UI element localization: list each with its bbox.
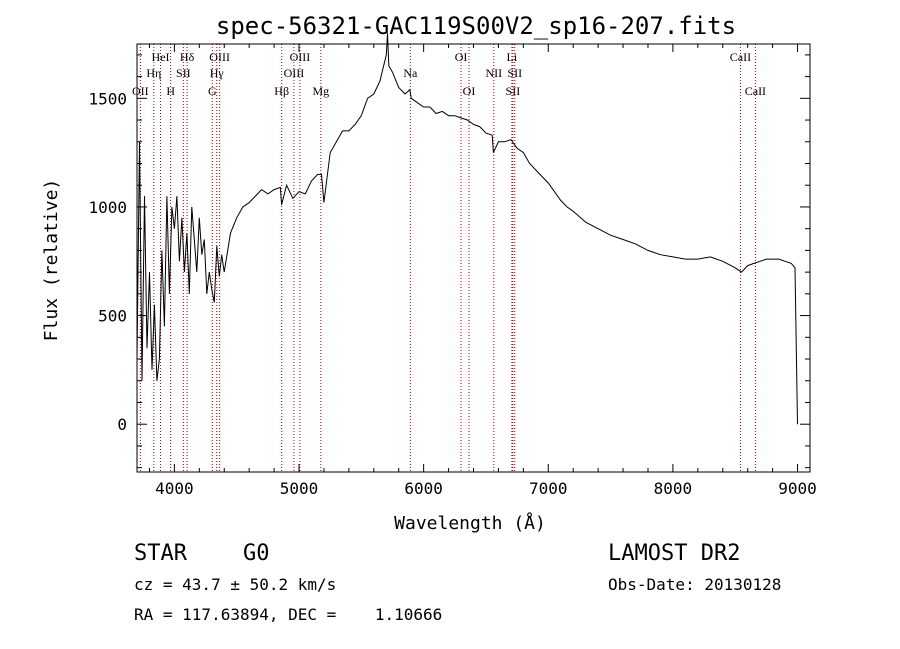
line-markers: OIIHηHeIHSIIHδGHγOIIIHβOIIIOIIIMgNaOIOIN… bbox=[132, 44, 766, 472]
object-class: STAR bbox=[134, 541, 187, 566]
chart-title: spec-56321-GAC119S00V2_sp16-207.fits bbox=[216, 12, 736, 40]
line-marker-label: Hβ bbox=[274, 84, 289, 98]
line-marker-label: SII bbox=[507, 66, 522, 80]
y-tick-label: 0 bbox=[117, 415, 127, 434]
y-axis-label: Flux (relative) bbox=[41, 179, 62, 342]
line-marker-label: Hη bbox=[146, 66, 161, 80]
line-marker-label: Hγ bbox=[210, 66, 225, 80]
coordinates: RA = 117.63894, DEC = 1.10666 bbox=[134, 605, 443, 624]
x-tick-label: 7000 bbox=[529, 479, 568, 498]
line-marker-label: OII bbox=[132, 84, 149, 98]
spectrum-line-0 bbox=[136, 33, 798, 425]
x-tick-label: 4000 bbox=[155, 479, 194, 498]
line-marker-label: NII bbox=[485, 66, 502, 80]
line-marker-label: OIII bbox=[290, 50, 311, 64]
redshift-readout: cz = 43.7 ± 50.2 km/s bbox=[134, 575, 337, 594]
y-tick-label: 500 bbox=[98, 307, 127, 326]
line-marker-label: G bbox=[208, 84, 217, 98]
line-marker-label: OIII bbox=[209, 50, 230, 64]
line-marker-label: OIII bbox=[284, 66, 305, 80]
line-marker-label: H bbox=[166, 84, 175, 98]
line-marker-label: SII bbox=[176, 66, 191, 80]
x-tick-label: 6000 bbox=[404, 479, 443, 498]
obs-date: Obs-Date: 20130128 bbox=[608, 575, 782, 594]
x-tick-label: 9000 bbox=[778, 479, 817, 498]
spectrum-series bbox=[136, 33, 798, 425]
line-marker-label: OI bbox=[463, 84, 476, 98]
y-axis: 0 500 1000 1500 bbox=[88, 54, 810, 469]
line-marker-label: CaII bbox=[745, 84, 766, 98]
line-marker-label: OI bbox=[455, 50, 468, 64]
line-marker-label: Mg bbox=[312, 84, 329, 98]
x-tick-label: 8000 bbox=[654, 479, 693, 498]
line-marker-label: Li bbox=[507, 50, 518, 64]
line-marker-label: SII bbox=[506, 84, 521, 98]
line-marker-label: Na bbox=[403, 66, 418, 80]
line-marker-label: Hδ bbox=[180, 50, 195, 64]
y-tick-label: 1000 bbox=[88, 198, 127, 217]
subclass: G0 bbox=[243, 541, 270, 566]
line-marker-label: CaII bbox=[730, 50, 751, 64]
survey-name: LAMOST DR2 bbox=[608, 541, 741, 566]
line-marker-label: HeI bbox=[152, 50, 170, 64]
x-tick-label: 5000 bbox=[280, 479, 319, 498]
x-axis-label: Wavelength (Å) bbox=[394, 512, 546, 534]
plot-frame bbox=[136, 43, 811, 473]
x-axis: 4000 5000 6000 7000 8000 9000 bbox=[148, 44, 817, 498]
y-tick-label: 1500 bbox=[88, 89, 127, 108]
